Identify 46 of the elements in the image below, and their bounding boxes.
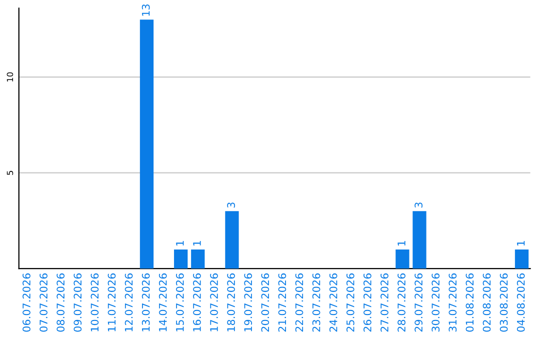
- x-tick-label: 30.07.2026: [432, 273, 440, 332]
- x-tick-label: 03.08.2026: [500, 273, 508, 332]
- x-tick-label: 08.07.2026: [56, 273, 65, 332]
- x-tick-label: 22.07.2026: [295, 273, 304, 332]
- bar: [225, 211, 239, 269]
- x-tick-label: 14.07.2026: [158, 273, 167, 332]
- y-tick-label: 5: [6, 170, 14, 175]
- x-tick-label: 27.07.2026: [380, 273, 388, 332]
- data-label: 3: [227, 202, 235, 208]
- data-label: 1: [176, 241, 184, 246]
- x-tick-label: 06.07.2026: [22, 273, 30, 332]
- x-tick-label: 15.07.2026: [176, 273, 184, 332]
- bar: [412, 211, 426, 269]
- x-tick-label: 07.07.2026: [40, 273, 48, 332]
- x-tick-label: 19.07.2026: [244, 273, 252, 332]
- x-tick-label: 11.07.2026: [108, 273, 116, 332]
- data-label: 13: [142, 4, 150, 16]
- x-tick-label: 29.07.2026: [414, 273, 423, 332]
- x-tick-label: 09.07.2026: [74, 273, 82, 332]
- x-tick-label: 20.07.2026: [261, 273, 270, 332]
- x-tick-label: 25.07.2026: [346, 273, 354, 332]
- x-tick-label: 12.07.2026: [124, 273, 133, 332]
- x-tick-label: 01.08.2026: [466, 273, 474, 332]
- bar: [140, 20, 154, 269]
- x-tick-label: 23.07.2026: [312, 273, 320, 332]
- bar: [174, 249, 188, 269]
- x-tick-label: 21.07.2026: [278, 273, 286, 332]
- x-tick-label: 04.08.2026: [516, 273, 525, 332]
- data-label: 1: [193, 241, 201, 246]
- data-label: 1: [517, 241, 525, 246]
- x-tick-label: 17.07.2026: [210, 273, 218, 332]
- x-tick-label: 13.07.2026: [142, 273, 150, 332]
- bar: [191, 249, 205, 269]
- bar: [396, 249, 410, 269]
- x-tick-label: 02.08.2026: [482, 273, 491, 332]
- x-tick-label: 10.07.2026: [90, 273, 99, 332]
- data-label: 1: [398, 241, 406, 246]
- y-tick-label: 10: [6, 72, 14, 82]
- x-tick-label: 26.07.2026: [363, 273, 372, 332]
- data-label: 3: [414, 202, 423, 208]
- x-tick-label: 24.07.2026: [329, 273, 338, 332]
- x-tick-label: 28.07.2026: [398, 273, 406, 332]
- bar: [514, 249, 529, 269]
- x-tick-label: 16.07.2026: [193, 273, 201, 332]
- x-tick-label: 18.07.2026: [227, 273, 235, 332]
- x-tick-label: 31.07.2026: [448, 273, 457, 332]
